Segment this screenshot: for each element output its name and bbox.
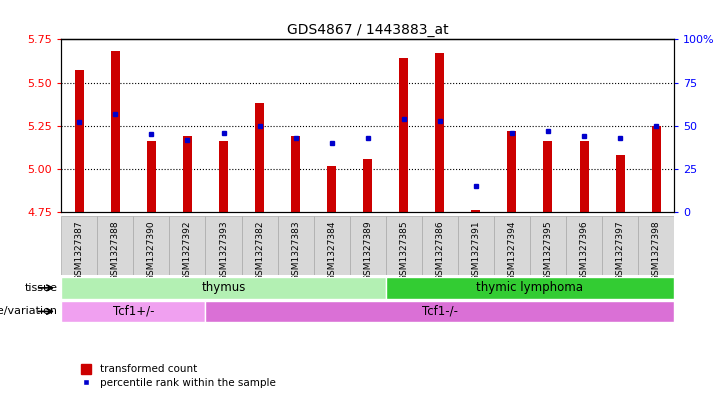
Bar	[399, 58, 408, 212]
Bar	[616, 155, 624, 212]
Bar	[291, 136, 300, 212]
Legend: transformed count, percentile rank within the sample: transformed count, percentile rank withi…	[81, 364, 275, 388]
Bar	[61, 216, 97, 275]
Bar	[422, 216, 458, 275]
Bar	[435, 53, 444, 212]
Text: GSM1327385: GSM1327385	[399, 221, 408, 281]
Bar	[638, 216, 674, 275]
Bar	[61, 301, 205, 322]
Text: thymus: thymus	[201, 281, 246, 294]
Bar	[566, 216, 602, 275]
Text: GSM1327384: GSM1327384	[327, 221, 336, 281]
Text: GSM1327391: GSM1327391	[472, 221, 480, 281]
Bar	[580, 141, 588, 212]
Text: tissue: tissue	[25, 283, 58, 293]
Bar	[169, 216, 205, 275]
Bar	[205, 301, 674, 322]
Bar	[111, 51, 120, 212]
Text: GSM1327398: GSM1327398	[652, 221, 660, 281]
Bar	[314, 216, 350, 275]
Bar	[147, 141, 156, 212]
Text: Tcf1+/-: Tcf1+/-	[112, 305, 154, 318]
Bar	[242, 216, 278, 275]
Text: GSM1327395: GSM1327395	[544, 221, 552, 281]
Text: GSM1327397: GSM1327397	[616, 221, 624, 281]
Bar	[494, 216, 530, 275]
Text: GSM1327396: GSM1327396	[580, 221, 588, 281]
Text: thymic lymphoma: thymic lymphoma	[477, 281, 583, 294]
Bar	[205, 216, 242, 275]
Bar	[327, 165, 336, 212]
Bar	[363, 159, 372, 212]
Text: GSM1327394: GSM1327394	[508, 221, 516, 281]
Text: GSM1327390: GSM1327390	[147, 221, 156, 281]
Text: GSM1327389: GSM1327389	[363, 221, 372, 281]
Text: GSM1327393: GSM1327393	[219, 221, 228, 281]
Text: GSM1327388: GSM1327388	[111, 221, 120, 281]
Text: GSM1327386: GSM1327386	[435, 221, 444, 281]
Bar	[508, 131, 516, 212]
Bar	[219, 141, 228, 212]
Bar	[458, 216, 494, 275]
Text: GSM1327383: GSM1327383	[291, 221, 300, 281]
Bar	[472, 211, 480, 212]
Title: GDS4867 / 1443883_at: GDS4867 / 1443883_at	[287, 23, 448, 37]
Bar	[530, 216, 566, 275]
Bar	[133, 216, 169, 275]
Bar	[602, 216, 638, 275]
Bar	[278, 216, 314, 275]
Bar	[386, 216, 422, 275]
Text: GSM1327392: GSM1327392	[183, 221, 192, 281]
Bar	[544, 141, 552, 212]
Bar	[386, 277, 674, 299]
Bar	[350, 216, 386, 275]
Bar	[75, 70, 84, 212]
Text: Tcf1-/-: Tcf1-/-	[422, 305, 458, 318]
Text: GSM1327387: GSM1327387	[75, 221, 84, 281]
Bar	[61, 277, 386, 299]
Text: genotype/variation: genotype/variation	[0, 307, 58, 316]
Bar	[97, 216, 133, 275]
Bar	[652, 126, 660, 212]
Bar	[183, 136, 192, 212]
Bar	[255, 103, 264, 212]
Text: GSM1327382: GSM1327382	[255, 221, 264, 281]
